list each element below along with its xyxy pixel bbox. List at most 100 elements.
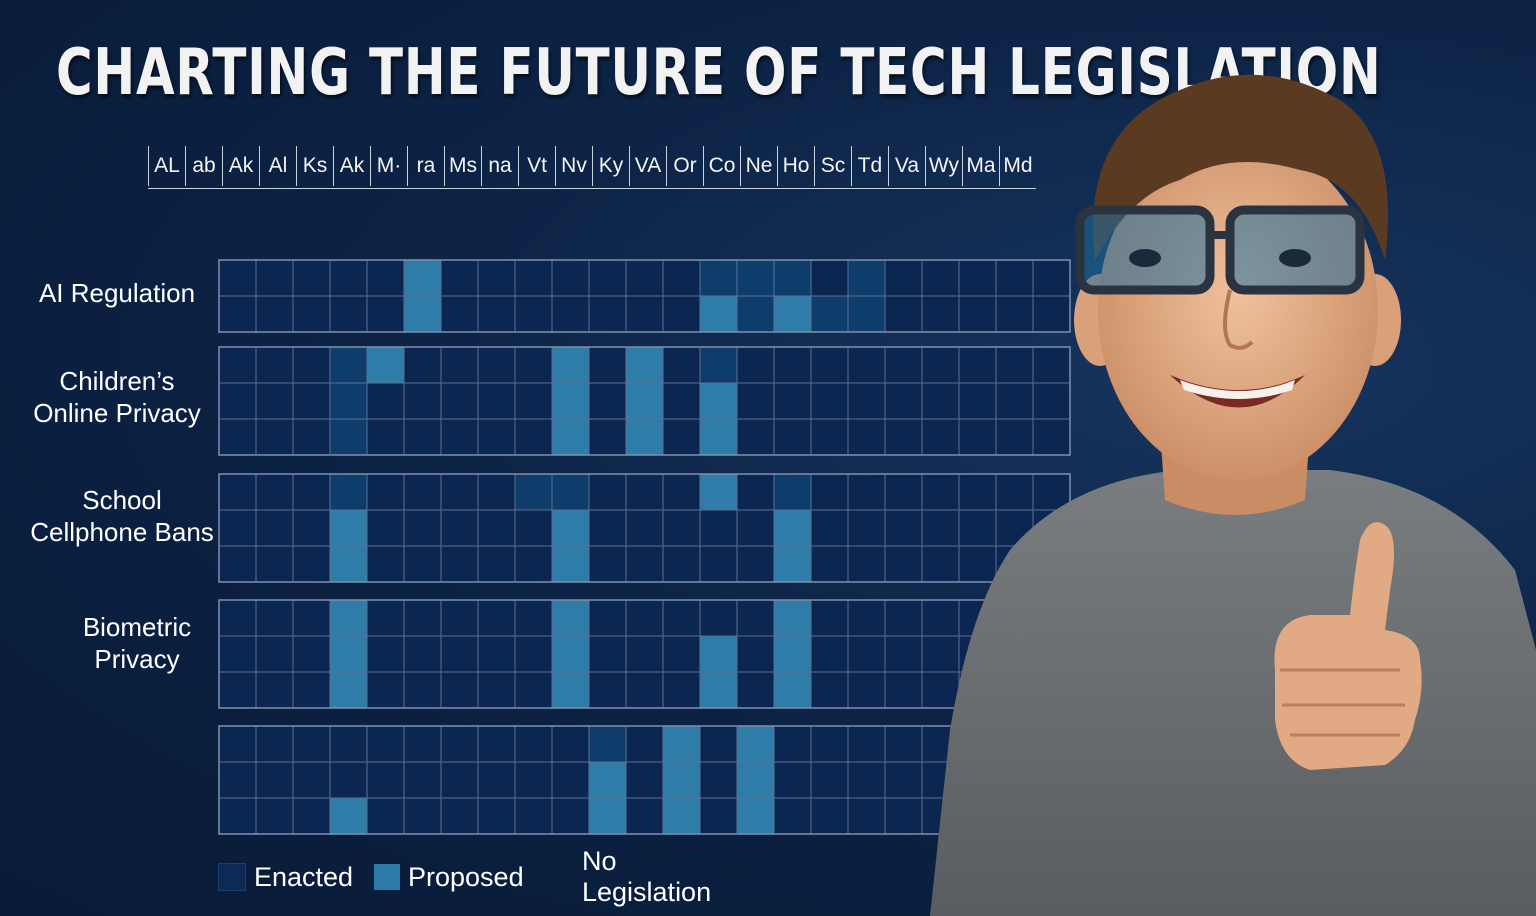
heatmap-cell-4-2-4: [366, 797, 405, 835]
heatmap-cell-2-2-5: [403, 545, 442, 583]
chart-title: CHARTING THE FUTURE OF TECH LEGISLATION: [56, 36, 1382, 110]
heatmap-cell-0-1-18: [884, 295, 923, 333]
heatmap-cell-2-0-17: [847, 473, 886, 511]
state-label-10: Vt: [518, 146, 555, 186]
heatmap-cell-1-1-11: [625, 382, 664, 420]
state-label-5: Ak: [333, 146, 370, 186]
legend-item-no-legislation: No Legislation: [582, 846, 711, 907]
state-label-4: Ks: [296, 146, 333, 186]
heatmap-cell-4-1-1: [255, 761, 294, 799]
heatmap-cell-3-0-11: [625, 599, 664, 637]
heatmap-cell-4-2-17: [847, 797, 886, 835]
heatmap-cell-4-1-3: [329, 761, 368, 799]
heatmap-cell-0-1-8: [514, 295, 553, 333]
heatmap-cell-4-1-15: [773, 761, 812, 799]
heatmap-cell-0-1-13: [699, 295, 738, 333]
row-label-0: AI Regulation: [38, 278, 196, 308]
heatmap-cell-1-1-7: [477, 382, 516, 420]
heatmap-cell-3-1-13: [699, 635, 738, 673]
heatmap-cell-4-2-11: [625, 797, 664, 835]
heatmap-cell-1-1-22: [1032, 382, 1071, 420]
heatmap-cell-2-0-20: [958, 473, 997, 511]
heatmap-cell-3-2-4: [366, 671, 405, 709]
heatmap-cell-3-0-5: [403, 599, 442, 637]
heatmap-cell-3-2-9: [551, 671, 590, 709]
heatmap-cell-2-1-4: [366, 509, 405, 547]
heatmap-cell-4-0-17: [847, 725, 886, 763]
heatmap-cell-2-2-9: [551, 545, 590, 583]
heatmap-cell-2-2-13: [699, 545, 738, 583]
heatmap-cell-3-1-5: [403, 635, 442, 673]
heatmap-cell-2-2-3: [329, 545, 368, 583]
heatmap-cell-3-0-13: [699, 599, 738, 637]
heatmap-cell-0-0-4: [366, 259, 405, 297]
heatmap-cell-4-1-4: [366, 761, 405, 799]
heatmap-cell-4-1-13: [699, 761, 738, 799]
heatmap-cell-4-0-1: [255, 725, 294, 763]
heatmap-cell-4-2-9: [551, 797, 590, 835]
row-label-3: Biometric Privacy: [82, 612, 192, 674]
heatmap-cell-0-1-3: [329, 295, 368, 333]
heatmap-cell-1-1-20: [958, 382, 997, 420]
heatmap-cell-2-1-12: [662, 509, 701, 547]
heatmap-cell-0-0-0: [218, 259, 257, 297]
heatmap-cell-1-1-21: [995, 382, 1034, 420]
heatmap-cell-4-2-12: [662, 797, 701, 835]
heatmap-cell-1-2-3: [329, 418, 368, 456]
heatmap-cell-4-0-16: [810, 725, 849, 763]
heatmap-cell-1-1-15: [773, 382, 812, 420]
heatmap-cell-0-1-12: [662, 295, 701, 333]
heatmap-cell-4-0-2: [292, 725, 331, 763]
heatmap-cell-2-0-6: [440, 473, 479, 511]
heatmap-cell-4-2-2: [292, 797, 331, 835]
heatmap-cell-0-0-12: [662, 259, 701, 297]
heatmap-cell-2-1-11: [625, 509, 664, 547]
heatmap-cell-3-1-11: [625, 635, 664, 673]
heatmap-cell-1-0-17: [847, 346, 886, 384]
heatmap-cell-2-2-11: [625, 545, 664, 583]
row-label-1: Children’s Online Privacy: [33, 366, 201, 428]
heatmap-cell-4-2-3: [329, 797, 368, 835]
heatmap-cell-2-0-0: [218, 473, 257, 511]
heatmap-cell-2-1-16: [810, 509, 849, 547]
heatmap-cell-0-1-19: [921, 295, 960, 333]
state-label-3: Al: [259, 146, 296, 186]
heatmap-cell-3-2-5: [403, 671, 442, 709]
heatmap-cell-2-1-3: [329, 509, 368, 547]
heatmap-cell-4-2-5: [403, 797, 442, 835]
heatmap-cell-2-0-2: [292, 473, 331, 511]
heatmap-cell-3-1-10: [588, 635, 627, 673]
state-label-9: na: [481, 146, 518, 186]
heatmap-cell-3-0-4: [366, 599, 405, 637]
heatmap-cell-3-0-2: [292, 599, 331, 637]
heatmap-cell-0-0-18: [884, 259, 923, 297]
heatmap-cell-3-0-15: [773, 599, 812, 637]
heatmap-cell-3-2-10: [588, 671, 627, 709]
heatmap-cell-1-1-3: [329, 382, 368, 420]
heatmap-cell-2-1-8: [514, 509, 553, 547]
heatmap-cell-4-1-7: [477, 761, 516, 799]
heatmap-cell-2-0-9: [551, 473, 590, 511]
heatmap-cell-4-0-14: [736, 725, 775, 763]
heatmap-cell-0-0-5: [403, 259, 442, 297]
heatmap-cell-1-1-13: [699, 382, 738, 420]
heatmap-cell-1-0-3: [329, 346, 368, 384]
heatmap-cell-2-1-2: [292, 509, 331, 547]
heatmap-cell-2-2-4: [366, 545, 405, 583]
heatmap-cell-3-0-9: [551, 599, 590, 637]
heatmap-cell-3-2-2: [292, 671, 331, 709]
heatmap-cell-4-0-8: [514, 725, 553, 763]
heatmap-cell-0-0-8: [514, 259, 553, 297]
heatmap-cell-3-1-2: [292, 635, 331, 673]
heatmap-cell-4-0-18: [884, 725, 923, 763]
smiling-kid-thumbs-up-illustration: [930, 74, 1536, 916]
heatmap-cell-1-1-18: [884, 382, 923, 420]
heatmap-cell-3-1-12: [662, 635, 701, 673]
state-label-13: VA: [629, 146, 666, 186]
heatmap-cell-4-1-9: [551, 761, 590, 799]
heatmap-cell-2-1-7: [477, 509, 516, 547]
heatmap-cell-1-2-12: [662, 418, 701, 456]
state-label-15: Co: [703, 146, 740, 186]
state-label-11: Nv: [555, 146, 592, 186]
heatmap-cell-1-1-12: [662, 382, 701, 420]
